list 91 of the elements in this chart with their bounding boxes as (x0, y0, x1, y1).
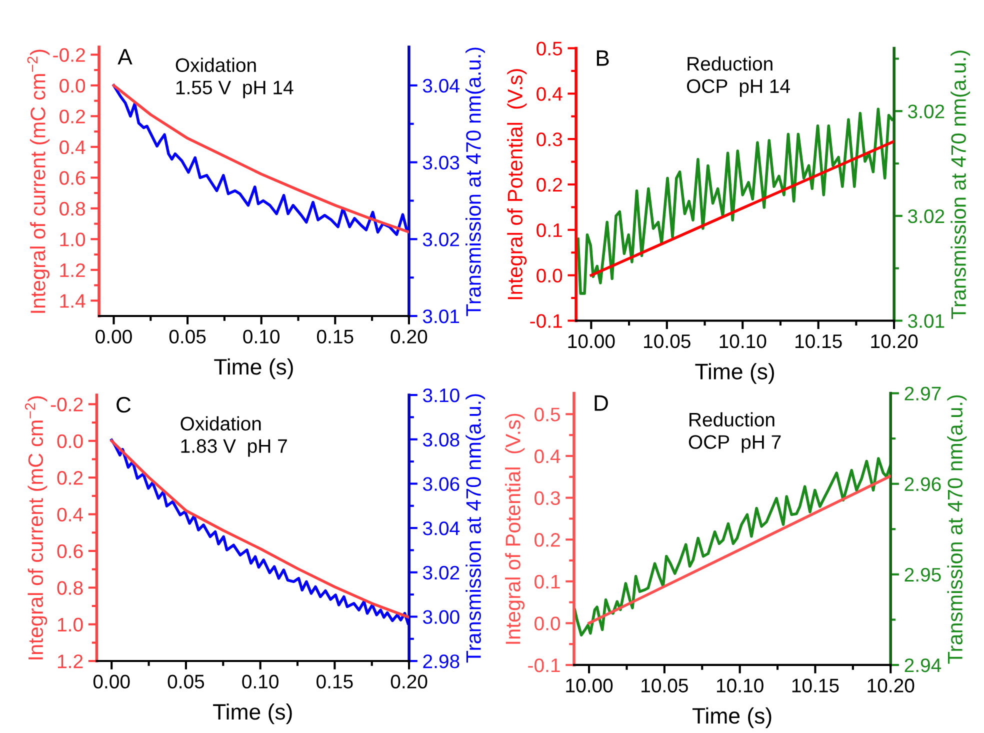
x-axis-title: Time (s) (692, 707, 772, 728)
chart-title: B (596, 50, 609, 66)
y-tick-label: 0.0 (534, 616, 560, 630)
x-tick-label: 10.15 (792, 678, 839, 692)
y2-tick-label: 3.04 (422, 521, 460, 536)
y-axis-title: Integral of current (mC cm$^{−2}$) (24, 396, 48, 660)
y-tick-label: 0.2 (536, 178, 562, 192)
line-series (576, 108, 894, 295)
y2-tick-label: 3.01 (908, 314, 944, 328)
y-tick-label: 0.2 (60, 110, 85, 124)
x-tick-label: 0.10 (242, 674, 278, 688)
y-tick-label: -0.1 (528, 658, 560, 672)
y-tick-label: 0.3 (536, 132, 562, 146)
x-tick-label: 10.05 (644, 334, 690, 348)
y-tick-label: 0.0 (57, 434, 83, 448)
y-tick-label: 0.8 (57, 581, 83, 595)
y2-tick-label: 3.08 (422, 432, 460, 447)
y2-tick-label: 3.10 (422, 388, 460, 402)
annotation: Reduction OCP pH 7 (688, 412, 781, 453)
x-tick-label: 10.00 (566, 678, 613, 692)
y2-tick-label: 3.03 (422, 156, 460, 170)
y2-axis-title: Transmission at 470 nm(a.u.) (466, 394, 486, 663)
annotation: Oxidation 1.83 V pH 7 (180, 416, 287, 457)
y-axis-title: Integral of current (mC cm$^{−2}$) (27, 50, 50, 313)
y-tick-label: 0.0 (536, 268, 562, 283)
x-tick-label: 0.15 (316, 330, 354, 344)
y2-tick-label: 3.04 (422, 78, 460, 93)
y-tick-label: 0.0 (60, 78, 86, 93)
y-tick-label: 1.2 (58, 654, 83, 668)
x-tick-label: 10.20 (868, 678, 914, 692)
y-tick-label: 1.4 (60, 294, 86, 308)
x-tick-label: 0.10 (243, 330, 280, 344)
y2-tick-label: 3.02 (422, 566, 460, 580)
y-tick-label: 0.1 (534, 574, 560, 589)
y-axis-title: Integral of Potential (V.s) (507, 69, 527, 300)
y2-tick-label: 3.02 (422, 232, 460, 246)
line-series (574, 457, 891, 636)
y2-tick-label: 3.02 (908, 209, 944, 224)
x-axis-title: Time (s) (214, 358, 293, 380)
y-tick-label: 0.2 (534, 533, 560, 547)
annotation: Reduction OCP pH 14 (686, 56, 790, 97)
y-tick-label: -0.2 (50, 398, 83, 412)
y2-axis-title: Transmission at 470 nm(a.u.) (950, 50, 970, 320)
y-tick-label: 0.2 (57, 471, 83, 485)
y2-tick-label: 3.06 (422, 477, 460, 491)
y2-tick-label: 2.96 (904, 477, 941, 492)
y-tick-label: 1.0 (58, 618, 83, 632)
chart-title: D (594, 395, 608, 411)
y-tick-label: 0.6 (57, 544, 83, 558)
x-tick-label: 0.15 (316, 674, 353, 688)
x-tick-label: 0.20 (390, 330, 428, 344)
y-tick-label: 0.6 (60, 171, 85, 185)
y-tick-label: -0.2 (53, 48, 85, 62)
y-axis-title: Integral of Potential (V.s) (505, 414, 524, 644)
x-axis-title: Time (s) (695, 363, 774, 384)
y-tick-label: 1.2 (60, 263, 85, 277)
x-tick-label: 10.10 (720, 334, 766, 348)
y2-tick-label: 2.95 (904, 568, 941, 582)
x-tick-label: 0.05 (169, 330, 206, 344)
x-tick-label: 0.00 (96, 330, 132, 344)
x-tick-label: 10.00 (568, 334, 615, 348)
y-tick-label: 0.8 (60, 202, 85, 216)
chart-title: C (116, 396, 131, 413)
y2-tick-label: 3.01 (422, 309, 460, 324)
x-tick-label: 0.00 (93, 674, 130, 688)
y-tick-label: 0.4 (57, 508, 83, 522)
y2-axis-title: Transmission at 470 nm(a.u.) (947, 395, 967, 664)
x-tick-label: 0.05 (168, 674, 204, 688)
y-tick-label: 1.0 (60, 232, 86, 246)
y-tick-label: 0.4 (536, 87, 562, 101)
x-tick-label: 0.20 (390, 674, 428, 688)
y-tick-label: 0.5 (536, 42, 562, 56)
y2-tick-label: 3.02 (908, 104, 944, 118)
y2-axis-title: Transmission at 470 nm(a.u.) (466, 48, 485, 316)
y-tick-label: 0.4 (60, 140, 86, 154)
chart-title: A (118, 49, 132, 64)
x-tick-label: 10.20 (871, 334, 918, 348)
y-tick-label: 0.3 (534, 491, 560, 505)
y2-tick-label: 2.94 (904, 658, 942, 672)
x-tick-label: 10.10 (716, 678, 764, 692)
y-tick-label: 0.5 (534, 408, 560, 422)
annotation: Oxidation 1.55 V pH 14 (176, 58, 294, 98)
x-axis-title: Time (s) (213, 703, 292, 724)
y-tick-label: 0.4 (534, 449, 560, 464)
x-tick-label: 10.15 (795, 334, 842, 348)
y-tick-label: -0.1 (530, 314, 562, 328)
x-tick-label: 10.05 (642, 678, 688, 692)
y-tick-label: 0.1 (536, 223, 562, 238)
y2-tick-label: 2.98 (423, 654, 460, 668)
y2-tick-label: 2.97 (904, 386, 941, 400)
y2-tick-label: 3.00 (422, 610, 460, 624)
